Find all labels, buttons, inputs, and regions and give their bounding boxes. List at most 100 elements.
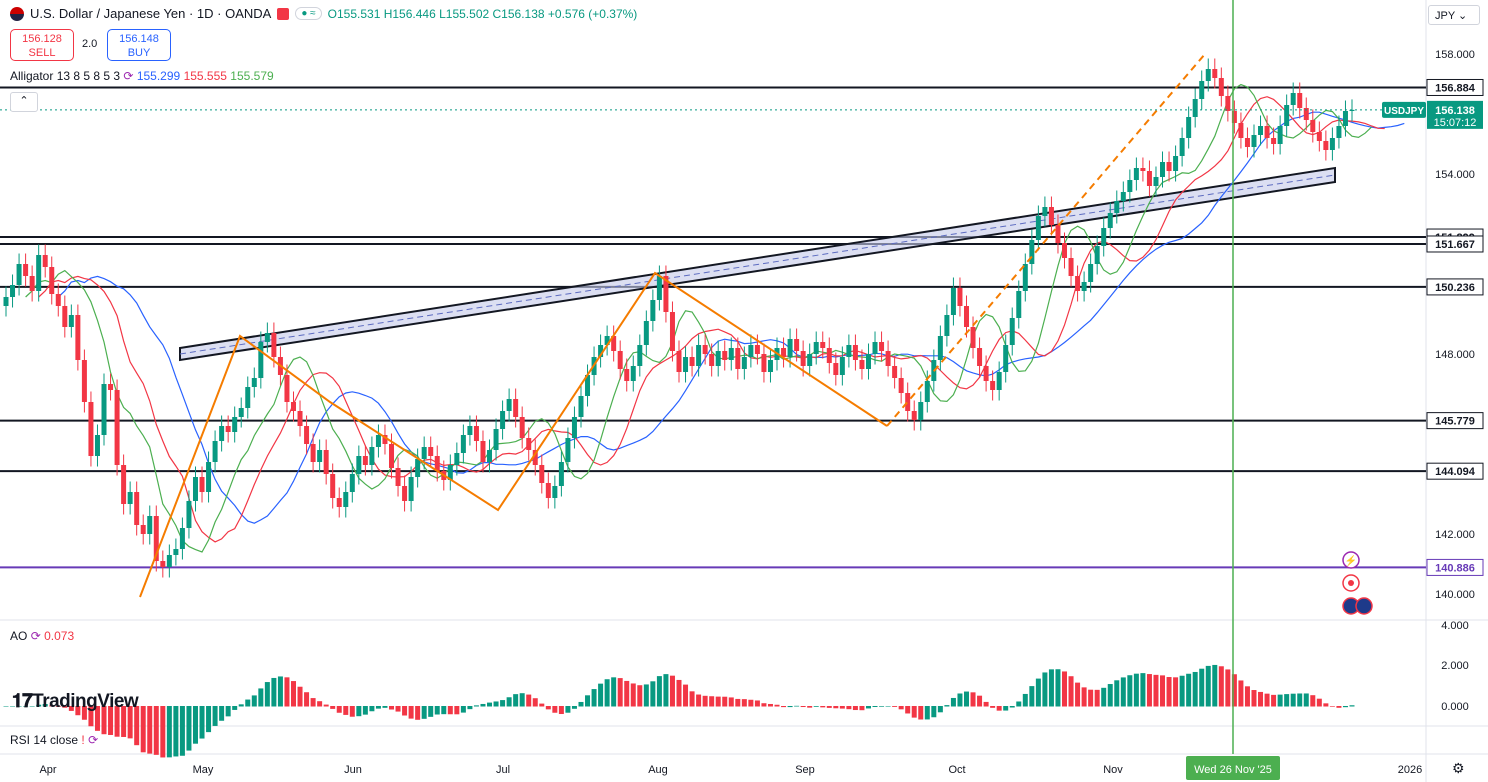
candle-body: [1173, 156, 1179, 171]
ao-bar: [1068, 676, 1074, 707]
candle-body: [950, 288, 956, 315]
pattern-zigzag[interactable]: [139, 271, 888, 598]
rsi-legend[interactable]: RSI 14 close ! ⟳: [10, 733, 98, 747]
awesome-oscillator: 4.000 2.000 0.000: [3, 620, 1469, 758]
ao-bar: [1310, 695, 1316, 707]
candle-body: [245, 387, 251, 408]
alert-badge-icon[interactable]: [277, 7, 290, 20]
candle-body: [415, 459, 421, 477]
settings-gear-icon[interactable]: ⚙: [1452, 760, 1465, 776]
candle-body: [467, 426, 473, 435]
settings-cycle-icon[interactable]: ⟳: [88, 733, 99, 747]
time-axis[interactable]: Apr May Jun Jul Aug Sep Oct Nov 2026 Wed 26 Nov '…: [39, 756, 1422, 780]
lightning-icon: ⚡: [1345, 554, 1357, 567]
candle-body: [297, 411, 303, 426]
ao-legend[interactable]: AO ⟳ 0.073: [10, 629, 74, 643]
settings-cycle-icon[interactable]: ⟳: [123, 69, 134, 83]
candle-body: [676, 351, 682, 372]
price-axis[interactable]: 158.000 154.000 148.000 142.000 140.000 USDJP…: [0, 49, 1483, 601]
ao-bar: [892, 706, 898, 707]
candle-body: [389, 444, 395, 468]
ao-bar: [1153, 674, 1159, 707]
ao-bar: [898, 706, 904, 710]
currency-dropdown[interactable]: JPY ⌄: [1428, 5, 1480, 25]
candle-body: [55, 294, 61, 306]
ao-bar: [846, 706, 852, 710]
ao-bar: [728, 697, 734, 707]
rsi-label: RSI 14 close: [10, 733, 79, 747]
symbol-header[interactable]: U.S. Dollar / Japanese Yen · 1D · OANDA …: [10, 6, 637, 21]
ao-bar: [493, 701, 499, 707]
ao-bar: [669, 675, 675, 707]
ao-bar: [264, 682, 270, 707]
alligator-jaw-value: 155.299: [136, 69, 181, 83]
settings-cycle-icon[interactable]: ⟳: [30, 629, 41, 643]
candle-body: [1114, 201, 1120, 213]
candle-body: [565, 438, 571, 462]
ao-bar: [1062, 671, 1068, 707]
candle-body: [813, 342, 819, 354]
ao-bar: [1022, 693, 1028, 707]
candle-body: [375, 435, 381, 447]
ao-bar: [1277, 694, 1283, 707]
ao-bar: [611, 677, 617, 707]
abcd-pattern[interactable]: [139, 53, 1206, 598]
candle-body: [1290, 93, 1296, 105]
warning-icon[interactable]: !: [81, 733, 89, 747]
ao-bar: [950, 697, 956, 707]
ao-bar: [1075, 682, 1081, 707]
ao-bar: [166, 706, 172, 758]
ao-bar: [258, 688, 264, 707]
ao-bar: [826, 706, 832, 708]
candle-body: [114, 390, 120, 465]
ao-bar: [1101, 687, 1107, 707]
countdown-label: 15:07:12: [1434, 117, 1477, 129]
level-label: 144.094: [1435, 466, 1476, 478]
ao-bar: [754, 700, 760, 707]
candle-body: [1277, 126, 1283, 144]
ao-bar: [1055, 669, 1061, 707]
collapse-legend-button[interactable]: ⌃: [10, 92, 38, 112]
ao-bar: [1251, 690, 1257, 707]
sell-price: 156.128: [22, 33, 62, 45]
low-value: L155.502: [439, 6, 490, 21]
market-status-pill[interactable]: ● ≈: [295, 7, 322, 20]
crosshair-date-box: [1186, 756, 1280, 780]
candle-body: [1022, 264, 1028, 291]
ao-bar: [225, 706, 231, 717]
ao-bar: [676, 679, 682, 707]
buy-button[interactable]: 156.148 BUY: [107, 29, 171, 61]
ao-bar: [49, 705, 55, 707]
candle-body: [362, 456, 368, 465]
us-flag-icon-2[interactable]: [1355, 597, 1373, 615]
candle-body: [539, 465, 545, 483]
pattern-projection: [886, 53, 1206, 427]
ao-bar: [545, 706, 551, 710]
ao-bar: [800, 706, 806, 708]
alligator-legend[interactable]: Alligator 13 8 5 8 5 3 ⟳ 155.299 155.555…: [10, 69, 274, 83]
candle-body: [735, 348, 741, 369]
candle-body: [911, 411, 917, 420]
ao-bar: [1342, 706, 1348, 708]
ao-bar: [741, 699, 747, 707]
horizontal-levels[interactable]: 156.884151.899151.667150.236145.779144.0…: [0, 78, 1484, 576]
candle-body: [10, 285, 16, 297]
ao-bar: [624, 680, 630, 707]
ao-bar: [807, 706, 813, 708]
event-lightning-icon[interactable]: [1342, 551, 1360, 569]
ao-bar: [977, 695, 983, 707]
ao-bar: [715, 696, 721, 707]
ao-bar: [62, 706, 68, 708]
alligator-lips-line: [25, 83, 1373, 553]
candle-body: [81, 360, 87, 402]
ao-bar: [924, 706, 930, 720]
candle-body: [1088, 264, 1094, 282]
candle-body: [3, 297, 9, 306]
level-label-box: [1426, 412, 1484, 430]
symbol-title[interactable]: U.S. Dollar / Japanese Yen · 1D · OANDA: [30, 6, 272, 21]
candle-body: [872, 342, 878, 354]
ao-bar: [1244, 686, 1250, 707]
candle-body: [251, 378, 257, 387]
sell-button[interactable]: 156.128 SELL: [10, 29, 74, 61]
